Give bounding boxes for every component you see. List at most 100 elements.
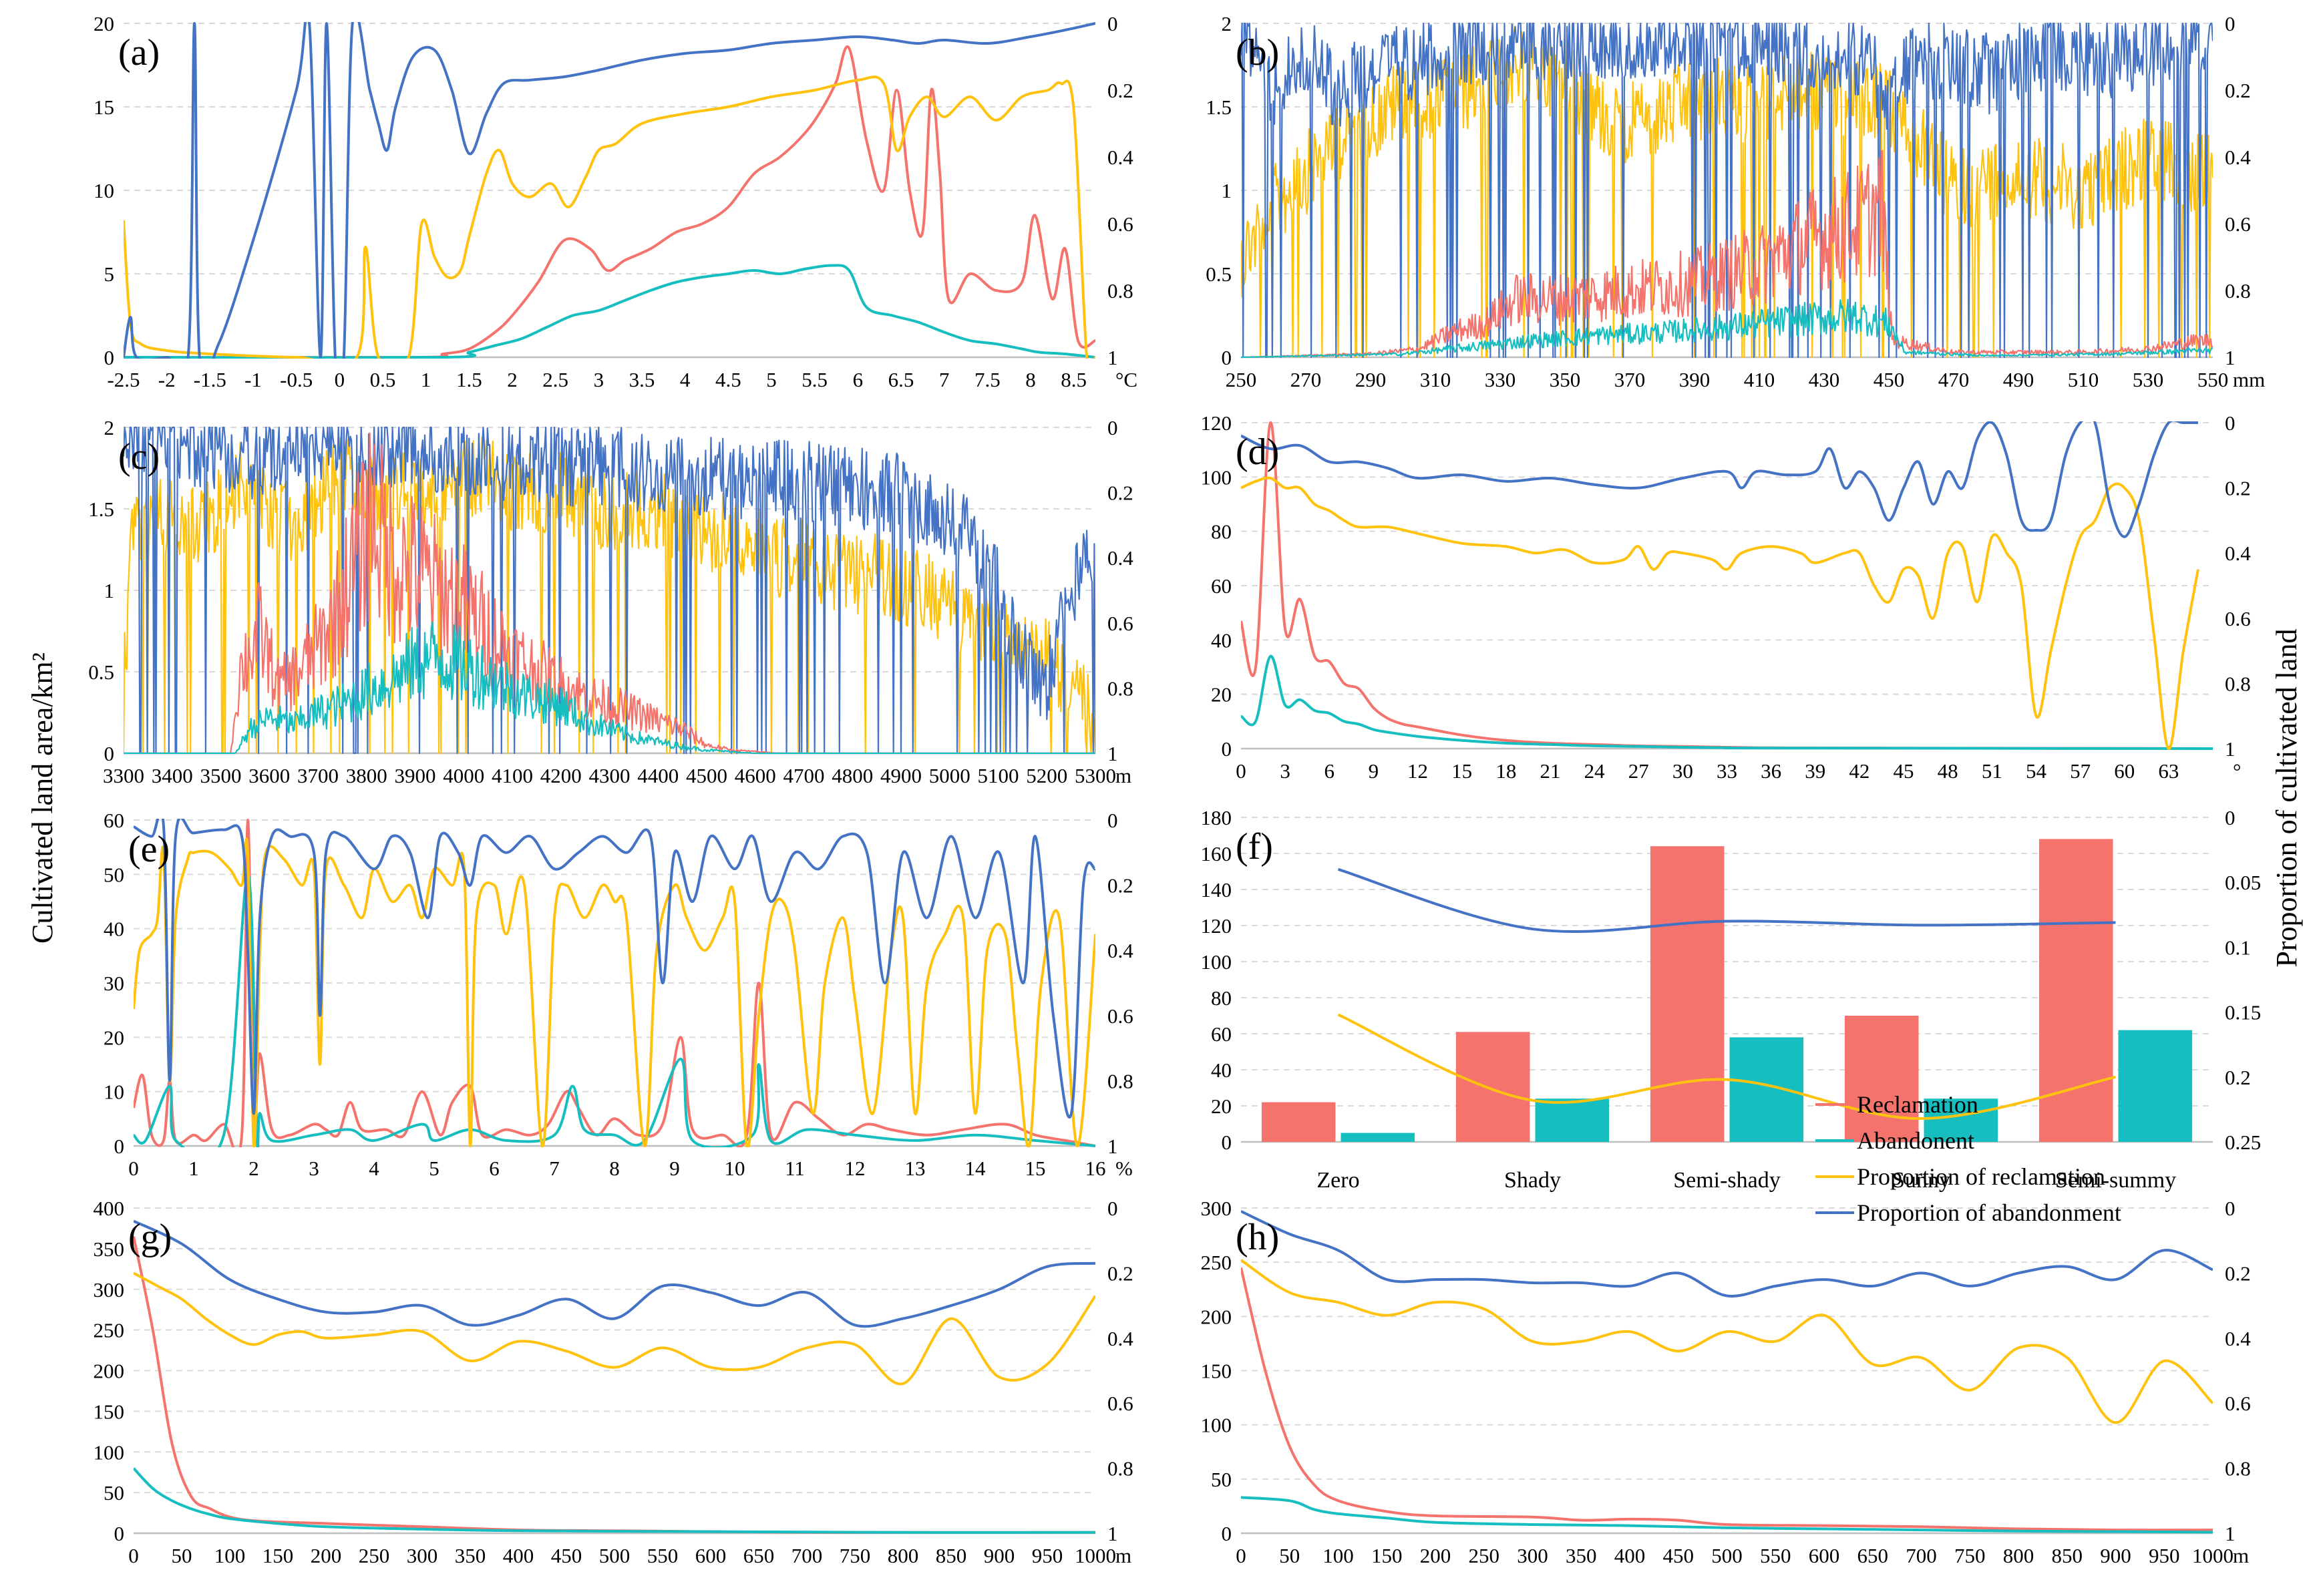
category-label: Semi-summy <box>2055 1168 2176 1193</box>
x-tick-label: 350 <box>455 1544 486 1567</box>
x-tick-label: 57 <box>2070 759 2091 783</box>
y2-tick-label: 0.6 <box>2225 212 2251 236</box>
x-tick-label: 0 <box>128 1544 139 1567</box>
y2-tick-label: 0.8 <box>1107 1457 1133 1480</box>
x-tick-label: 470 <box>1938 368 1970 391</box>
x-tick-label: 3 <box>594 368 604 391</box>
y-tick-label: 200 <box>1201 1305 1232 1328</box>
x-tick-label: 7.5 <box>974 368 1001 391</box>
x-tick-label: 5200 <box>1026 764 1067 787</box>
x-tick-label: 27 <box>1628 759 1649 783</box>
chart-panel-g: 0 50 100 150 200 250 300 350 400 0 0.2 0.4 0.6 0.8 1 0 5… <box>94 1197 1134 1567</box>
y2-tick-label: 0.1 <box>2225 936 2251 959</box>
x-tick-label: 4800 <box>832 764 873 787</box>
y2-tick-label: 1 <box>1107 346 1118 369</box>
y2-tick-label: 0.8 <box>2225 1457 2251 1480</box>
x-tick-label: 12 <box>1407 759 1428 783</box>
y-tick-label: 0 <box>1222 1131 1232 1154</box>
x-tick-label: 300 <box>1517 1544 1548 1567</box>
legend-item-label: Abandonent <box>1857 1127 1974 1154</box>
x-axis-unit: mm <box>2233 368 2265 391</box>
x-tick-label: 3800 <box>346 764 387 787</box>
x-tick-label: 6 <box>853 368 864 391</box>
y-tick-label: 140 <box>1201 878 1232 902</box>
x-tick-label: 8 <box>1025 368 1036 391</box>
x-tick-label: 0 <box>335 368 345 391</box>
y-tick-label: 250 <box>94 1319 125 1342</box>
x-tick-label: 600 <box>695 1544 727 1567</box>
y2-tick-label: 0.25 <box>2225 1131 2261 1154</box>
y2-tick-label: 1 <box>2225 737 2236 761</box>
x-tick-label: 6 <box>489 1157 500 1180</box>
x-tick-label: 4 <box>680 368 691 391</box>
y2-tick-label: 0 <box>1107 416 1118 439</box>
x-tick-label: 60 <box>2114 759 2135 783</box>
y-tick-label: 180 <box>1201 806 1232 829</box>
right-axis-label: Proportion of cultivated land <box>2270 628 2303 967</box>
y-tick-label: 300 <box>1201 1197 1232 1220</box>
y-tick-label: 10 <box>104 1080 124 1104</box>
y2-tick-label: 0.6 <box>1107 612 1133 635</box>
bar-reclamation <box>2038 839 2113 1142</box>
y-tick-label: 120 <box>1201 411 1232 435</box>
y2-tick-label: 0 <box>2225 1197 2236 1220</box>
bar-abandonment <box>1924 1099 1998 1142</box>
x-tick-label: 100 <box>214 1544 246 1567</box>
y-tick-label: 20 <box>94 12 114 35</box>
series-line <box>134 819 1095 1147</box>
legend: Reclamation Abandonent Proportion of recla… <box>1815 1091 2121 1226</box>
x-tick-label: 7 <box>939 368 950 391</box>
x-tick-label: 400 <box>1614 1544 1646 1567</box>
y2-tick-label: 0.6 <box>2225 1392 2251 1415</box>
y-tick-label: 0 <box>114 1522 125 1545</box>
x-tick-label: 390 <box>1679 368 1711 391</box>
x-tick-label: 700 <box>1906 1544 1937 1567</box>
x-tick-label: 650 <box>743 1544 775 1567</box>
y2-tick-label: 0.8 <box>2225 672 2251 695</box>
y2-tick-label: 0.6 <box>2225 607 2251 630</box>
x-tick-label: 100 <box>1322 1544 1354 1567</box>
series-line <box>1241 1496 2213 1534</box>
x-tick-label: 370 <box>1614 368 1646 391</box>
y-tick-label: 50 <box>104 863 124 886</box>
y2-tick-label: 1 <box>2225 1522 2236 1545</box>
y2-tick-label: 0.05 <box>2225 871 2261 894</box>
bar-reclamation <box>1844 1016 1919 1142</box>
legend-item-label: Proportion of abandonment <box>1857 1199 2121 1226</box>
x-tick-label: 4000 <box>443 764 484 787</box>
y-tick-label: 100 <box>94 1440 125 1464</box>
series-line <box>124 621 1095 755</box>
x-tick-label: 12 <box>845 1157 866 1180</box>
x-tick-label: 18 <box>1495 759 1516 783</box>
x-tick-label: 9 <box>669 1157 680 1180</box>
y-tick-label: 40 <box>1211 628 1232 652</box>
x-tick-label: 510 <box>2068 368 2099 391</box>
y-tick-label: 30 <box>104 972 124 995</box>
x-tick-label: 4200 <box>540 764 582 787</box>
x-tick-label: 4.5 <box>715 368 741 391</box>
x-tick-label: 5100 <box>978 764 1019 787</box>
y-tick-label: 350 <box>94 1237 125 1261</box>
x-tick-label: 0 <box>1236 759 1246 783</box>
x-tick-label: 51 <box>1982 759 2002 783</box>
bar-abandonment <box>2118 1030 2193 1142</box>
x-tick-label: 16 <box>1085 1157 1106 1180</box>
x-tick-label: 4 <box>369 1157 379 1180</box>
y2-tick-label: 0.4 <box>2225 1327 2251 1350</box>
y2-tick-label: 0 <box>1107 809 1118 832</box>
x-tick-label: 4700 <box>783 764 825 787</box>
x-tick-label: -2.5 <box>107 368 140 391</box>
x-tick-label: 14 <box>965 1157 987 1180</box>
x-tick-label: -1.5 <box>194 368 226 391</box>
y2-tick-label: 0 <box>2225 12 2236 35</box>
x-tick-label: 0.5 <box>370 368 396 391</box>
x-tick-label: 1.5 <box>456 368 482 391</box>
x-tick-label: 1 <box>421 368 431 391</box>
x-tick-label: 4300 <box>589 764 631 787</box>
x-tick-label: -2 <box>158 368 176 391</box>
y2-tick-label: 0.2 <box>1107 79 1133 102</box>
x-tick-label: 0 <box>128 1157 139 1180</box>
y-tick-label: 1.5 <box>88 497 114 521</box>
